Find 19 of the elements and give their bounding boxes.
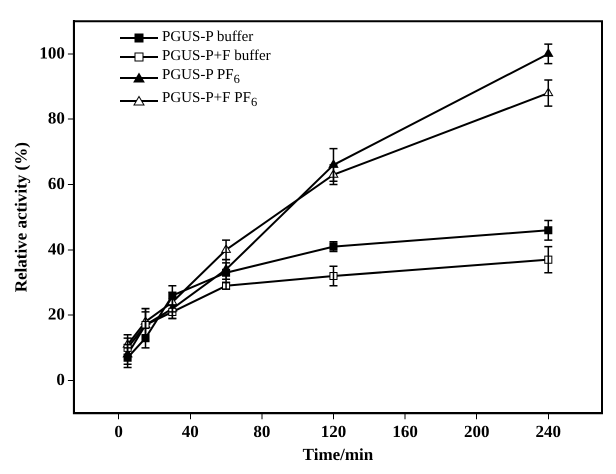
- y-tick-label: 60: [48, 174, 65, 193]
- x-tick-label: 240: [536, 422, 562, 441]
- y-axis-title: Relative activity (%): [12, 142, 31, 292]
- y-tick-label: 0: [56, 370, 65, 389]
- legend-label: PGUS-P buffer: [162, 28, 254, 47]
- x-tick-label: 160: [392, 422, 418, 441]
- y-tick-label: 80: [48, 108, 65, 128]
- y-tick-label: 20: [48, 304, 65, 324]
- legend-label: PGUS-P+F PF$_{6}$: [162, 89, 258, 111]
- legend-label: PGUS-P+F buffer: [162, 47, 271, 66]
- x-tick-label: 200: [464, 422, 490, 441]
- x-axis-title: Time/min: [302, 445, 374, 464]
- y-tick-label: 40: [48, 239, 65, 258]
- x-tick-label: 80: [253, 422, 270, 441]
- x-tick-label: 120: [320, 422, 346, 441]
- x-tick-label: 40: [182, 422, 199, 441]
- y-tick-label: 100: [39, 43, 65, 62]
- x-tick-label: 0: [114, 422, 123, 441]
- legend-label: PGUS-P PF$_{6}$: [162, 66, 240, 88]
